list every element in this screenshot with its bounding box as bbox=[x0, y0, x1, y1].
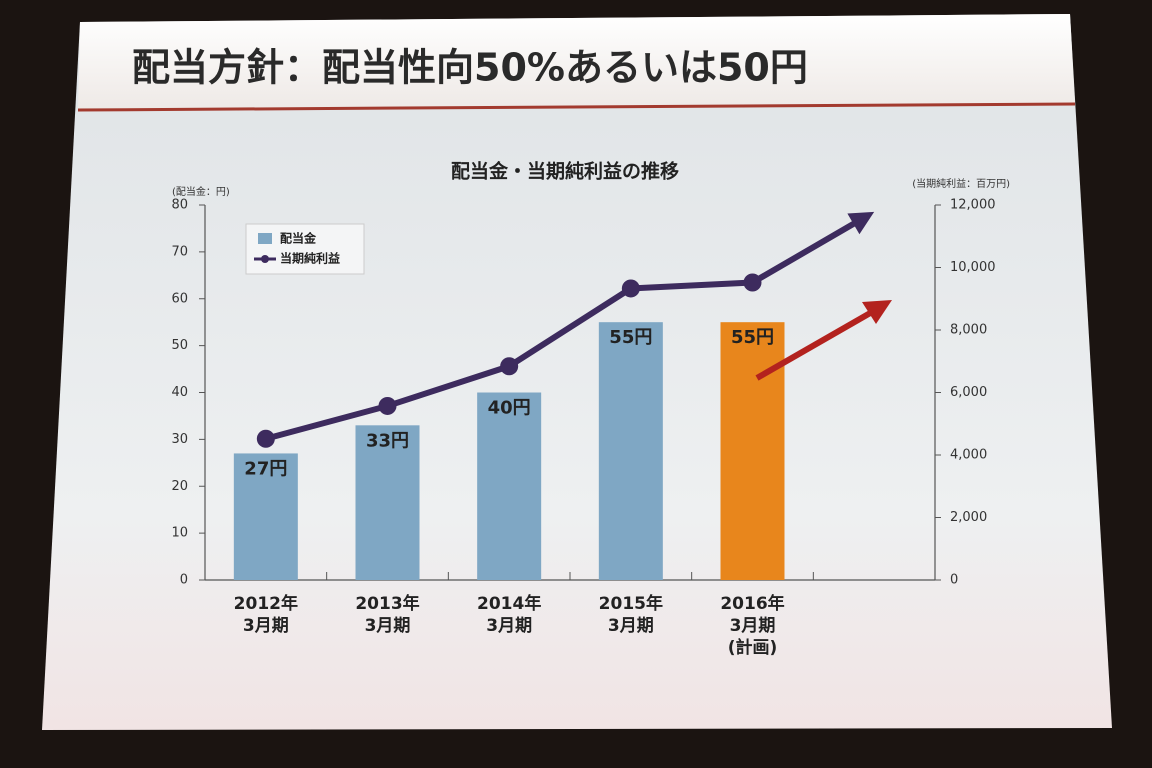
bar bbox=[355, 425, 420, 580]
y-tick-label: 30 bbox=[171, 432, 188, 447]
line-marker bbox=[500, 357, 519, 376]
annotation-arrowhead bbox=[862, 300, 892, 324]
legend-marker bbox=[261, 255, 269, 263]
x-tick-label: 3月期 bbox=[608, 616, 654, 636]
y-tick-label: 60 bbox=[171, 291, 188, 306]
slide bbox=[42, 14, 1112, 730]
x-tick-label: 3月期 bbox=[486, 616, 532, 636]
bar bbox=[598, 322, 663, 580]
y2-tick-label: 6,000 bbox=[950, 385, 987, 400]
y2-tick-label: 2,000 bbox=[950, 510, 987, 525]
line-marker bbox=[378, 396, 397, 415]
legend-label: 当期純利益 bbox=[280, 251, 340, 266]
data-label: 33円 bbox=[366, 430, 409, 451]
slide-title: 配当方針：配当性向50%あるいは50円 bbox=[132, 46, 808, 90]
line bbox=[265, 216, 864, 442]
y-tick-label: 70 bbox=[171, 244, 188, 259]
line-marker bbox=[256, 429, 275, 448]
x-tick-label: (計画) bbox=[728, 637, 778, 658]
bar bbox=[233, 453, 298, 580]
y-tick-label: 50 bbox=[171, 338, 188, 353]
data-label: 55円 bbox=[609, 327, 652, 348]
chart-title: 配当金・当期純利益の推移 bbox=[451, 160, 679, 183]
line-marker bbox=[743, 273, 762, 292]
annotation-arrow bbox=[755, 309, 874, 381]
y2-tick-label: 4,000 bbox=[950, 448, 987, 463]
legend bbox=[245, 223, 365, 275]
y-tick-label: 80 bbox=[171, 198, 188, 213]
x-tick-label: 2014年 bbox=[477, 593, 541, 614]
x-tick-label: 2016年 bbox=[720, 593, 784, 614]
line-marker bbox=[621, 279, 640, 298]
legend-label: 配当金 bbox=[280, 231, 317, 246]
header-rule bbox=[77, 102, 1076, 112]
y-tick-label: 0 bbox=[180, 573, 188, 588]
y-tick-label: 10 bbox=[171, 526, 188, 541]
x-tick-label: 2012年 bbox=[234, 593, 298, 614]
data-label: 27円 bbox=[244, 458, 287, 479]
legend-swatch bbox=[258, 233, 272, 244]
y2-tick-label: 8,000 bbox=[950, 323, 987, 338]
y2-tick-label: 10,000 bbox=[950, 260, 996, 275]
x-tick-label: 3月期 bbox=[730, 616, 776, 636]
x-tick-label: 3月期 bbox=[243, 616, 289, 636]
bar bbox=[720, 322, 785, 580]
x-tick-label: 2015年 bbox=[599, 593, 663, 614]
data-label: 40円 bbox=[488, 398, 531, 419]
y2-tick-label: 12,000 bbox=[950, 198, 996, 213]
x-tick-label: 3月期 bbox=[365, 616, 411, 636]
slide-header bbox=[78, 14, 1075, 110]
y2-tick-label: 0 bbox=[950, 573, 958, 588]
y-axis-label: (配当金：円) bbox=[172, 185, 230, 198]
y-tick-label: 40 bbox=[171, 385, 188, 400]
y-tick-label: 20 bbox=[171, 479, 188, 494]
y2-axis-label: (当期純利益：百万円) bbox=[912, 177, 1010, 190]
x-tick-label: 2013年 bbox=[355, 593, 419, 614]
bar bbox=[477, 392, 542, 580]
line-arrowhead bbox=[847, 211, 875, 235]
data-label: 55円 bbox=[731, 327, 774, 348]
